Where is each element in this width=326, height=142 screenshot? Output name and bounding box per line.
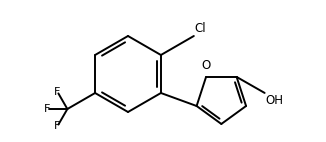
Text: OH: OH	[266, 94, 284, 107]
Text: O: O	[201, 59, 211, 72]
Text: F: F	[54, 121, 61, 131]
Text: Cl: Cl	[195, 22, 206, 35]
Text: F: F	[54, 87, 61, 97]
Text: F: F	[44, 104, 51, 114]
